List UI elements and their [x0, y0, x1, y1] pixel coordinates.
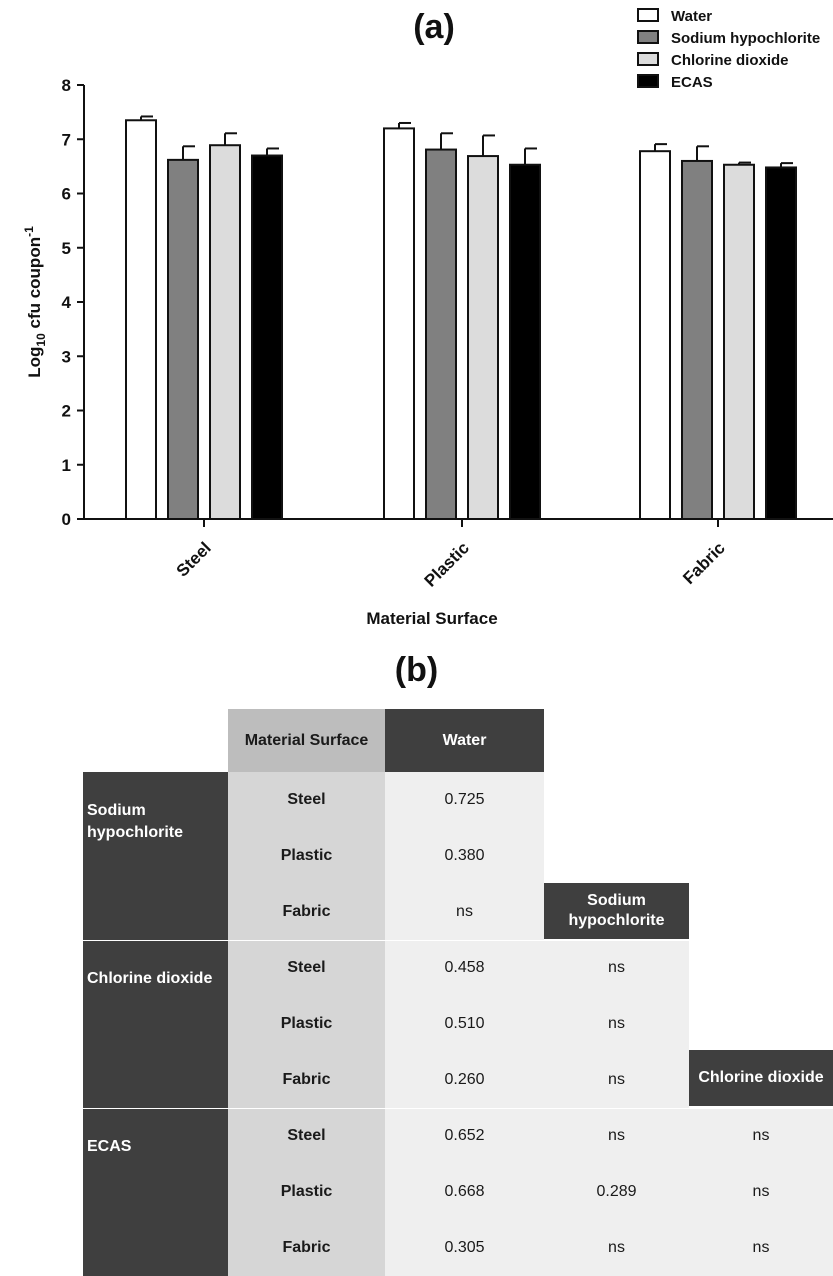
legend-label: Sodium hypochlorite: [671, 30, 820, 47]
legend-swatch: [637, 52, 659, 66]
surface-cell: Plastic: [228, 1164, 385, 1220]
y-tick-label: 8: [62, 76, 71, 95]
legend-swatch: [637, 74, 659, 88]
row-group-label: ECAS: [83, 1108, 228, 1276]
y-axis-title-rest: cfu coupon: [25, 237, 44, 333]
chart-title: (a): [413, 8, 455, 46]
legend-swatch: [637, 8, 659, 22]
header-water: Water: [385, 709, 544, 772]
water-value: 0.668: [385, 1164, 544, 1220]
y-tick-label: 2: [62, 402, 71, 421]
y-axis-title-sup: -1: [22, 226, 36, 237]
x-tick-label: Fabric: [679, 538, 729, 588]
sodium-value: ns: [544, 940, 689, 996]
header-material-surface: Material Surface: [228, 709, 385, 772]
y-tick-label: 3: [62, 347, 71, 366]
group-separator: [83, 1108, 833, 1109]
water-value: 0.260: [385, 1052, 544, 1108]
chlorine-value: ns: [689, 1164, 833, 1220]
bar: [425, 148, 457, 520]
bar-chart: (a) 0 1 2 3 4 5 6 7 8 Steel Plastic Fabric Material…: [22, 8, 833, 628]
bar: [209, 144, 241, 520]
water-value: 0.652: [385, 1108, 544, 1164]
chlorine-value: ns: [689, 1220, 833, 1276]
water-value: 0.305: [385, 1220, 544, 1276]
legend-label: Chlorine dioxide: [671, 52, 789, 69]
y-tick-label: 7: [62, 130, 71, 149]
legend-swatch: [637, 30, 659, 44]
water-value: 0.380: [385, 828, 544, 884]
sodium-value: ns: [544, 996, 689, 1052]
water-value: ns: [385, 884, 544, 940]
bar: [639, 150, 671, 520]
legend-label: Water: [671, 8, 712, 25]
bar: [383, 127, 415, 520]
sodium-value: ns: [544, 1220, 689, 1276]
bar: [681, 159, 713, 520]
y-tick-label: 0: [62, 510, 71, 529]
bar: [125, 119, 157, 520]
y-axis-title: Log10 cfu coupon-1: [22, 226, 48, 378]
x-tick-label: Plastic: [421, 538, 473, 590]
sodium-value: ns: [544, 1052, 689, 1108]
y-tick-label: 5: [62, 239, 71, 258]
surface-cell: Steel: [228, 772, 385, 828]
bar: [723, 163, 755, 520]
group-separator: [83, 940, 833, 941]
chlorine-value: ns: [689, 1108, 833, 1164]
surface-cell: Steel: [228, 940, 385, 996]
x-tick-label: Steel: [173, 538, 215, 580]
bar: [509, 163, 541, 520]
y-axis-title-sub: 10: [34, 333, 48, 347]
sodium-value: ns: [544, 1108, 689, 1164]
surface-cell: Plastic: [228, 828, 385, 884]
water-value: 0.725: [385, 772, 544, 828]
y-tick-label: 6: [62, 185, 71, 204]
x-axis-title: Material Surface: [366, 609, 497, 628]
surface-cell: Fabric: [228, 884, 385, 940]
row-group-label: Chlorine dioxide: [83, 940, 228, 1108]
bar: [251, 154, 283, 520]
bar: [167, 158, 199, 521]
surface-cell: Fabric: [228, 1052, 385, 1108]
surface-cell: Fabric: [228, 1220, 385, 1276]
legend: Water Sodium hypochlorite Chlorine dioxide…: [637, 8, 820, 91]
header-chlorine-dioxide: Chlorine dioxide: [689, 1050, 833, 1106]
surface-cell: Steel: [228, 1108, 385, 1164]
sodium-value: 0.289: [544, 1164, 689, 1220]
header-sodium-hypochlorite: Sodium hypochlorite: [544, 883, 689, 939]
water-value: 0.510: [385, 996, 544, 1052]
row-group-label: Sodium hypochlorite: [83, 772, 228, 940]
bar: [765, 166, 797, 521]
bar: [467, 155, 499, 520]
table-title: (b): [394, 651, 439, 689]
legend-label: ECAS: [671, 74, 713, 91]
y-axis-title-main: Log: [25, 347, 44, 378]
plot-area: 0 1 2 3 4 5 6 7 8 Steel Plastic Fabric: [62, 76, 833, 591]
surface-cell: Plastic: [228, 996, 385, 1052]
y-tick-label: 4: [62, 293, 72, 312]
y-tick-label: 1: [62, 456, 71, 475]
water-value: 0.458: [385, 940, 544, 996]
